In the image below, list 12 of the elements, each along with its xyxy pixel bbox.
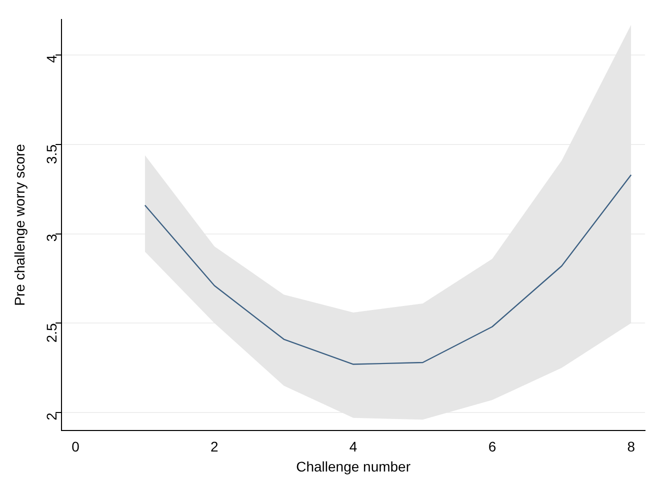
x-tick-label: 4 <box>349 438 358 455</box>
y-tick-label: 2.5 <box>43 322 60 343</box>
x-tick-label: 8 <box>627 438 636 455</box>
y-tick-label: 2 <box>43 412 60 420</box>
y-tick-label: 3.5 <box>43 144 60 164</box>
x-tick-label: 6 <box>488 438 496 455</box>
x-tick-label: 0 <box>72 438 80 455</box>
y-tick-label: 3 <box>43 234 60 242</box>
x-tick-label: 2 <box>210 438 218 455</box>
y-axis-title: Pre challenge worry score <box>11 144 28 306</box>
y-tick-label: 4 <box>43 54 60 63</box>
x-axis-title: Challenge number <box>296 458 411 474</box>
